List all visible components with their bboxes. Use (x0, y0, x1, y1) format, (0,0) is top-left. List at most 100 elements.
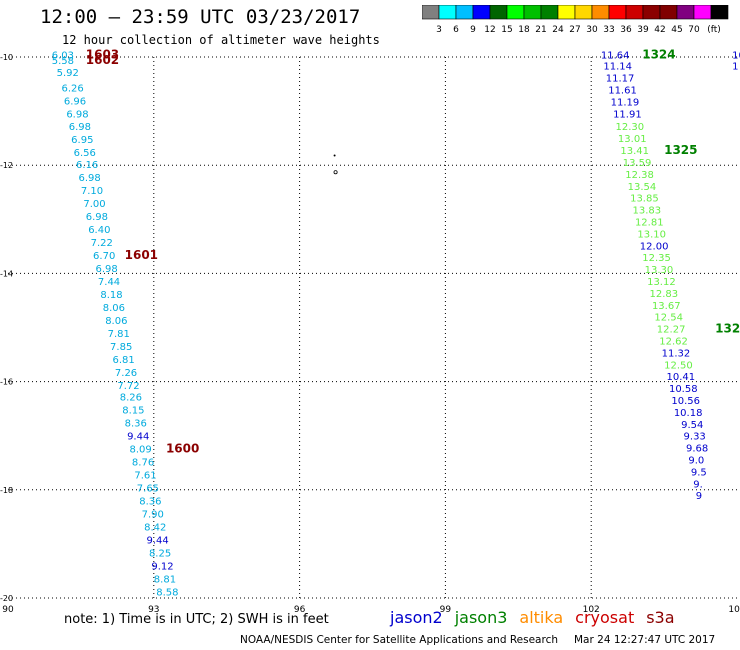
y-tick-label: -10 (0, 53, 13, 62)
wave-height-label: 5.58 (52, 56, 74, 67)
x-tick-label: 102 (583, 605, 600, 615)
wave-height-label: 10 (732, 50, 740, 61)
wave-height-label: 9.54 (681, 420, 703, 431)
y-tick-label: -12 (0, 161, 13, 170)
wave-height-label: 11.17 (606, 74, 635, 85)
wave-height-label: 7.10 (81, 186, 103, 197)
wave-height-label: 12.83 (650, 289, 679, 300)
wave-height-label: 13.12 (647, 277, 676, 288)
wave-height-label: 13.59 (623, 158, 652, 169)
wave-height-label: 9. (693, 479, 703, 490)
color-scale-label: 12 (484, 25, 495, 35)
wave-height-label: 9.12 (151, 562, 173, 573)
wave-height-label: 13.83 (633, 206, 662, 217)
wave-height-label: 13.30 (645, 265, 674, 276)
island-mark (333, 154, 336, 157)
satellite-legend: jason2 jason3 altika cryosat s3a (390, 608, 687, 627)
wave-height-label: 9.0 (688, 456, 704, 467)
wave-height-label: 13.67 (652, 301, 681, 312)
wave-height-label: 12.62 (659, 336, 688, 347)
wave-height-label: 12.50 (664, 360, 693, 371)
color-scale-label: 30 (586, 25, 598, 35)
wave-height-label: 9 (696, 491, 702, 502)
time-label: 1324 (642, 47, 675, 61)
wave-height-label: 10.56 (671, 396, 700, 407)
wave-height-label: 6.98 (66, 109, 88, 120)
wave-height-label: 10.41 (667, 372, 696, 383)
wave-height-label: 7.44 (98, 277, 120, 288)
wave-height-label: 8.15 (122, 406, 144, 417)
wave-height-label: 8.42 (144, 523, 166, 534)
wave-height-label: 6.96 (64, 96, 86, 107)
x-tick-label: 105 (728, 605, 740, 615)
footnote: note: 1) Time is in UTC; 2) SWH is in fe… (64, 612, 329, 627)
wave-height-label: 11.14 (603, 62, 632, 73)
color-scale-label: 6 (453, 25, 459, 35)
wave-height-label: 6.81 (112, 355, 134, 366)
wave-height-label: 1 (732, 62, 738, 73)
x-tick-label: 93 (148, 605, 159, 615)
wave-height-label: 12.27 (657, 325, 686, 336)
color-scale-unit: (ft) (707, 25, 721, 35)
wave-height-label: 5.92 (57, 68, 79, 79)
wave-height-label: 11.91 (613, 109, 642, 120)
wave-height-label: 8.58 (156, 588, 178, 599)
time-label: 1602 (86, 53, 119, 67)
time-label: 1600 (166, 442, 199, 456)
wave-height-label: 6.98 (78, 173, 100, 184)
wave-height-label: 8.26 (120, 393, 142, 404)
color-scale-label: 36 (620, 25, 632, 35)
time-label: 1603 (86, 47, 119, 61)
color-scale-label: 24 (552, 25, 564, 35)
wave-height-label: 8.36 (139, 497, 161, 508)
x-tick-label: 96 (294, 605, 306, 615)
wave-height-label: 6.16 (76, 160, 98, 171)
chart-subtitle: 12 hour collection of altimeter wave hei… (62, 33, 380, 47)
wave-height-label: 6.98 (95, 264, 117, 275)
color-scale-label: 70 (688, 25, 700, 35)
color-scale-label: 42 (654, 25, 665, 35)
wave-height-label: 12.38 (625, 170, 654, 181)
legend-item-jason3: jason3 (454, 608, 508, 627)
wave-height-label: 6.40 (88, 225, 110, 236)
wave-height-label: 7.90 (142, 510, 164, 521)
wave-height-label: 8.18 (100, 290, 122, 301)
wave-height-label: 6.70 (93, 251, 115, 262)
wave-height-label: 13.54 (628, 182, 657, 193)
wave-height-label: 7.72 (117, 381, 139, 392)
color-scale-label: 33 (603, 25, 614, 35)
wave-height-label: 9.44 (147, 536, 169, 547)
wave-height-label: 12.81 (635, 217, 664, 228)
wave-height-label: 6.98 (69, 122, 91, 133)
wave-height-label: 6.95 (71, 135, 93, 146)
wave-height-label: 8.81 (154, 575, 176, 586)
wave-height-label: 6.98 (86, 212, 108, 223)
wave-height-label: 12.00 (640, 241, 669, 252)
wave-height-label: 8.25 (149, 549, 171, 560)
wave-height-label: 7.00 (83, 199, 105, 210)
wave-height-label: 9.5 (691, 467, 707, 478)
wave-height-label: 13.41 (620, 146, 649, 157)
legend-item-jason2: jason2 (390, 608, 443, 627)
timestamp: Mar 24 12:27:47 UTC 2017 (574, 634, 716, 646)
wave-height-label: 6.26 (61, 83, 83, 94)
color-scale-label: 18 (518, 25, 530, 35)
wave-height-label: 7.85 (110, 342, 132, 353)
wave-height-label: 12.35 (642, 253, 671, 264)
color-scale-label: 15 (501, 25, 512, 35)
color-scale-label: 9 (470, 25, 476, 35)
wave-height-label: 13.85 (630, 194, 659, 205)
time-label: 1601 (125, 248, 158, 262)
wave-height-label: 9.33 (684, 432, 706, 443)
wave-height-label: 7.22 (91, 238, 113, 249)
time-label: 1325 (664, 143, 697, 157)
wave-height-label: 13.01 (618, 134, 647, 145)
wave-height-label: 7.26 (115, 368, 137, 379)
wave-height-label: 13.10 (637, 229, 666, 240)
wave-height-label: 10.58 (669, 384, 698, 395)
legend-item-altika: altika (519, 608, 564, 627)
wave-height-label: 10.18 (674, 408, 703, 419)
wave-height-label: 11.19 (611, 97, 640, 108)
y-tick-label: -18 (0, 486, 13, 495)
